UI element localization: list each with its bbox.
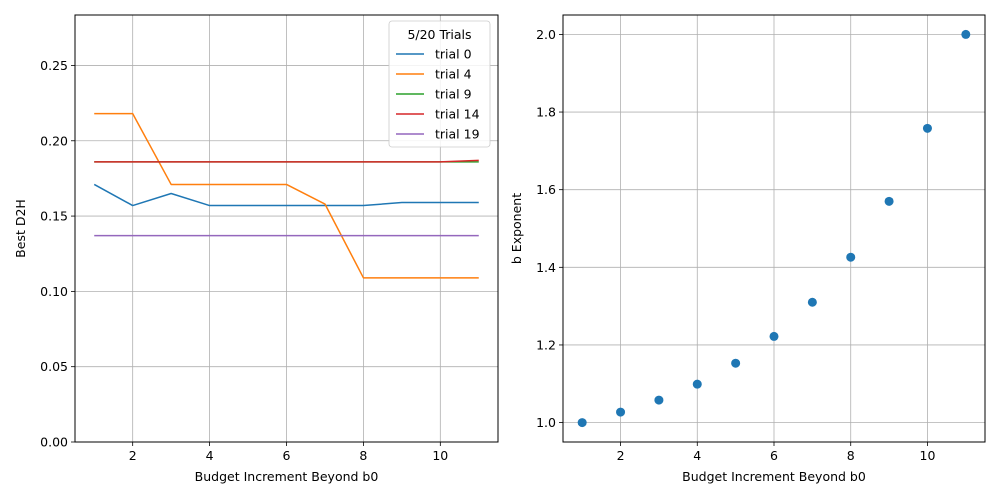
scatter-point <box>692 379 702 389</box>
left-y-tick-label: 0.20 <box>40 133 68 148</box>
scatter-point <box>654 395 664 405</box>
series-line-trial-14 <box>94 159 479 163</box>
right-y-tick-label: 1.8 <box>536 105 556 120</box>
left-x-tick-label: 10 <box>432 448 448 463</box>
right-scatter-chart: 2 4 6 8 10 1.0 1.2 1.4 1.6 1.8 2.0 Budget Incremen… <box>509 14 986 484</box>
right-y-axis-label: b Exponent <box>509 193 524 264</box>
left-y-tick-label: 0.10 <box>40 284 68 299</box>
right-y-tick-label: 2.0 <box>536 27 556 42</box>
right-y-tick-label: 1.4 <box>536 260 556 275</box>
legend-entries: trial 0 trial 4 trial 9 trial 14 trial 19 <box>396 47 480 142</box>
scatter-point <box>731 358 741 368</box>
legend-box <box>388 20 491 148</box>
legend-label-trial-9: trial 9 <box>435 87 472 102</box>
right-y-tick-label: 1.0 <box>536 415 556 430</box>
right-y-tick-label: 1.6 <box>536 182 556 197</box>
left-line-chart: 2 4 6 8 10 0.00 0.05 0.10 0.15 0.20 0.25 Budget In… <box>13 14 499 484</box>
series-line-trial-0 <box>93 183 479 207</box>
right-x-tick-label: 4 <box>693 448 701 463</box>
legend-title: 5/20 Trials <box>407 27 471 42</box>
left-y-tick-label: 0.25 <box>40 58 68 73</box>
right-x-tick-label: 2 <box>617 448 625 463</box>
legend: 5/20 Trials trial 0 trial 4 trial 9 trial 1… <box>388 20 491 148</box>
left-ticks: 2 4 6 8 10 0.00 0.05 0.10 0.15 0.20 0.25 <box>40 58 448 463</box>
left-series-lines <box>93 112 479 279</box>
right-x-axis-label: Budget Increment Beyond b0 <box>682 469 866 484</box>
right-grid <box>563 15 985 442</box>
left-y-tick-label: 0.15 <box>40 209 68 224</box>
legend-label-trial-14: trial 14 <box>435 107 480 122</box>
left-y-axis-label: Best D2H <box>13 199 28 258</box>
scatter-point <box>769 331 779 341</box>
legend-label-trial-0: trial 0 <box>435 47 472 62</box>
scatter-point <box>846 252 856 262</box>
legend-label-trial-4: trial 4 <box>435 67 472 82</box>
left-y-tick-label: 0.05 <box>40 359 68 374</box>
scatter-point <box>577 418 587 428</box>
right-ticks: 2 4 6 8 10 1.0 1.2 1.4 1.6 1.8 2.0 <box>536 27 935 463</box>
legend-label-trial-19: trial 19 <box>435 127 480 142</box>
series-line-trial-4 <box>94 112 479 279</box>
right-y-tick-label: 1.2 <box>536 337 556 352</box>
left-x-tick-label: 6 <box>283 448 291 463</box>
right-x-tick-label: 6 <box>770 448 778 463</box>
scatter-point <box>961 29 971 39</box>
scatter-point <box>616 407 626 417</box>
right-scatter-points <box>577 29 971 428</box>
left-y-tick-label: 0.00 <box>40 435 68 450</box>
scatter-point <box>807 297 817 307</box>
left-x-tick-label: 8 <box>359 448 367 463</box>
left-x-axis-label: Budget Increment Beyond b0 <box>195 469 379 484</box>
left-x-tick-label: 4 <box>206 448 214 463</box>
scatter-point <box>884 196 894 206</box>
scatter-point <box>922 123 932 133</box>
left-x-tick-label: 2 <box>129 448 137 463</box>
right-x-tick-label: 8 <box>847 448 855 463</box>
right-x-tick-label: 10 <box>920 448 936 463</box>
